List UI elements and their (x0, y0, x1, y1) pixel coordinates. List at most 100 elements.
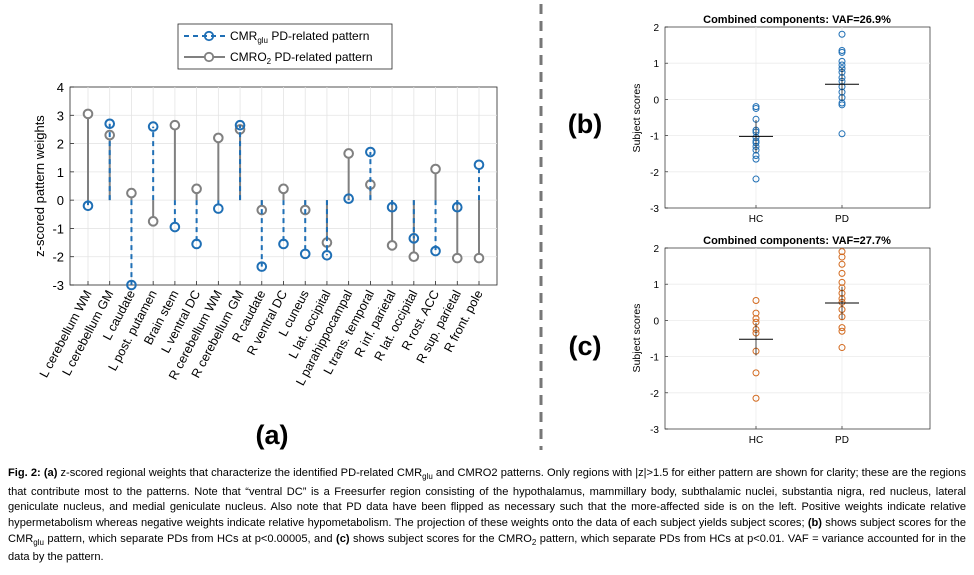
panel-b-plot-area (664, 26, 931, 209)
subject-score-point (752, 104, 760, 112)
y-tick-label: -3 (650, 204, 659, 215)
cmro2-marker (126, 187, 137, 199)
y-tick-label: 1 (57, 165, 64, 180)
y-tick-label: 2 (653, 23, 659, 34)
cmrglu-marker (126, 279, 137, 291)
cmrglu-marker (451, 201, 463, 213)
subject-score-point (752, 103, 760, 111)
cmro2-marker (278, 183, 289, 195)
y-tick-label: -2 (650, 168, 659, 179)
cmrglu-marker (169, 221, 181, 233)
y-tick-label: 2 (57, 137, 64, 152)
y-tick-label: -3 (52, 278, 64, 293)
y-tick-label: 1 (653, 280, 659, 291)
cmro2-marker (343, 148, 354, 159)
subject-score-point (838, 269, 846, 277)
y-tick-label: -1 (52, 221, 64, 236)
legend-label-cmrglu: CMRglu PD-related pattern (230, 29, 369, 45)
x-tick-label: PD (835, 435, 849, 446)
subject-score-point (838, 48, 846, 56)
x-tick-label: PD (835, 214, 849, 225)
cmrglu-marker (278, 238, 289, 250)
y-tick-label: -2 (650, 389, 659, 400)
figure-canvas: -3 -2 -1 0 1 2 3 4 L cerebellum WML cerebellum … (32, 4, 931, 450)
subject-score-point (838, 130, 846, 138)
y-tick-label: 3 (57, 108, 64, 123)
cmrglu-marker (191, 238, 202, 250)
panel-a-legend: CMRglu PD-related pattern CMRO2 PD-relat… (177, 23, 393, 70)
y-tick-label: 0 (653, 95, 659, 106)
panel-c: Combined components: VAF=27.7% -3 -2 -1 0 1 2… (569, 235, 931, 446)
subject-score-point (752, 315, 760, 323)
panel-b-title: Combined components: VAF=26.9% (703, 14, 891, 26)
y-tick-label: -3 (650, 425, 659, 436)
y-tick-label: -1 (650, 132, 659, 143)
panel-a-stems (82, 108, 485, 291)
panel-b-ylabel: Subject scores (631, 84, 643, 153)
y-tick-label: 4 (57, 80, 64, 95)
subject-score-point (752, 394, 760, 402)
panel-a-ylabel: z-scored pattern weights (32, 115, 47, 257)
cmrglu-marker (256, 261, 268, 272)
panel-b-label: (b) (568, 109, 602, 139)
panel-a-x-tick-labels: L cerebellum WML cerebellum GML caudateL… (37, 288, 486, 388)
cmro2-marker (386, 240, 398, 251)
panel-b-plot: -3 -2 -1 0 1 2 HC PD (650, 23, 930, 225)
cmrglu-marker (234, 119, 246, 131)
cmrglu-marker (321, 250, 333, 261)
x-tick-label: HC (749, 435, 763, 446)
subject-score-point (752, 309, 760, 317)
panel-a: -3 -2 -1 0 1 2 3 4 L cerebellum WML cerebellum … (32, 23, 498, 450)
y-tick-label: -1 (650, 353, 659, 364)
cmro2-marker (169, 119, 181, 131)
cmrglu-marker (473, 159, 485, 171)
cmro2-marker (451, 252, 463, 264)
subject-score-point (838, 30, 846, 38)
subject-score-point (838, 344, 846, 352)
cmro2-marker (430, 163, 441, 175)
cmro2-marker (408, 251, 420, 263)
panel-a-y-ticks: -3 -2 -1 0 1 2 3 4 (52, 80, 480, 293)
cmrglu-marker (386, 201, 398, 213)
cmro2-marker (473, 252, 485, 264)
cmrglu-marker (430, 245, 441, 257)
panel-c-title: Combined components: VAF=27.7% (703, 235, 891, 247)
subject-score-point (838, 57, 846, 65)
panel-c-label: (c) (569, 331, 602, 361)
subject-score-point (838, 260, 846, 268)
cmro2-marker (82, 108, 94, 120)
subject-score-point (838, 47, 846, 55)
cmrglu-marker (104, 118, 116, 130)
cmrglu-marker (365, 146, 376, 158)
subject-score-point (838, 101, 846, 109)
subject-score-point (752, 175, 760, 183)
subject-score-point (752, 296, 760, 304)
subject-score-point (838, 327, 846, 335)
y-tick-label: 1 (653, 59, 659, 70)
cmrglu-marker (213, 203, 224, 214)
panel-c-ylabel: Subject scores (631, 304, 643, 373)
panel-c-plot: -3 -2 -1 0 1 2 HC PD (650, 244, 930, 446)
cmro2-marker (147, 216, 159, 227)
subject-score-point (838, 253, 846, 261)
cmro2-marker (213, 132, 224, 144)
cmrglu-marker (147, 121, 159, 132)
cmrglu-marker (343, 193, 354, 205)
panel-c-plot-area (664, 247, 931, 430)
subject-score-point (752, 369, 760, 377)
cmrglu-marker (82, 200, 94, 212)
cmrglu-marker (299, 248, 311, 260)
x-tick-label: HC (749, 214, 763, 225)
y-tick-label: 0 (653, 316, 659, 327)
legend-label-cmro2: CMRO2 PD-related pattern (230, 50, 373, 66)
panel-b: Combined components: VAF=26.9% -3 -2 -1 0 1 2… (568, 14, 931, 225)
y-tick-label: -2 (52, 250, 64, 265)
cmrglu-marker (408, 233, 420, 244)
subject-score-point (838, 248, 846, 256)
figure-caption: Fig. 2: (a) z-scored regional weights th… (8, 467, 967, 564)
subject-score-point (752, 155, 760, 163)
subject-score-point (838, 324, 846, 332)
y-tick-label: 0 (57, 193, 64, 208)
panel-a-label: (a) (256, 420, 289, 450)
cmro2-marker (191, 183, 202, 195)
